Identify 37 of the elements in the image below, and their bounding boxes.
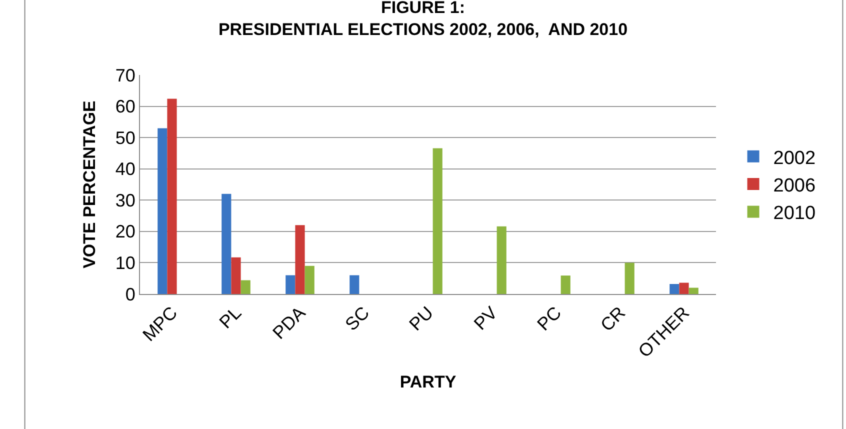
bar [158, 128, 168, 294]
legend-label: 2006 [773, 175, 816, 196]
x-tick-label: CR [596, 302, 630, 336]
x-tick-label: PV [470, 302, 502, 334]
bar [295, 225, 305, 294]
bar [670, 284, 680, 294]
bar [432, 148, 442, 294]
y-tick-label: 40 [115, 159, 136, 180]
bar [496, 226, 506, 294]
y-axis-title: VOTE PERCENTAGE [80, 100, 99, 268]
x-tick-label: PL [215, 302, 246, 332]
bar [167, 98, 177, 294]
y-tick-label: 70 [115, 65, 136, 86]
y-tick-label: 50 [115, 128, 136, 148]
y-tick-label: 20 [115, 222, 136, 242]
bar [350, 275, 360, 294]
y-tick-label: 10 [115, 253, 136, 274]
legend-label: 2010 [773, 203, 816, 224]
bar [286, 275, 296, 294]
x-tick-label: PC [533, 302, 566, 334]
x-axis-title: PARTY [400, 372, 457, 392]
x-tick-label: PU [405, 302, 438, 334]
bar [304, 266, 314, 294]
bar [222, 194, 232, 294]
bar [240, 280, 250, 294]
bar [688, 288, 698, 294]
y-tick-label: 60 [115, 96, 136, 117]
y-tick-label: 30 [115, 190, 136, 210]
chart-title: FIGURE 1: PRESIDENTIAL ELECTIONS 2002, 2006, AND 2010 [218, 0, 628, 39]
bar [231, 257, 241, 294]
y-tick-label: 0 [125, 284, 136, 304]
bar [624, 262, 634, 294]
x-tick-label: PDA [268, 302, 310, 343]
legend-label: 2002 [773, 148, 816, 169]
bar [679, 282, 689, 294]
bar [560, 276, 570, 294]
x-tick-label: SC [341, 302, 374, 334]
